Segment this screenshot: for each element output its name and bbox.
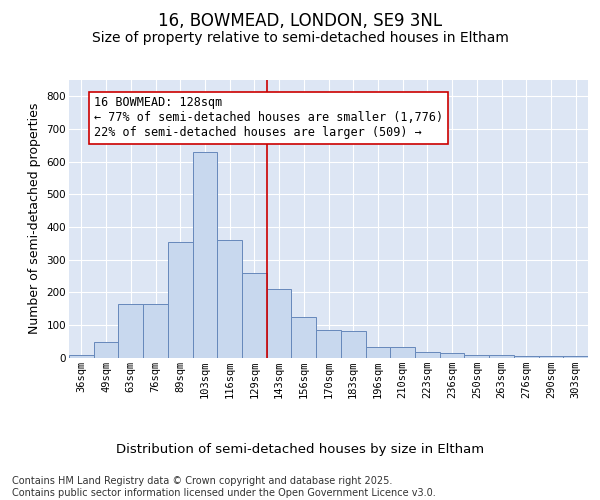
Bar xyxy=(193,152,217,358)
Bar xyxy=(489,355,514,358)
Text: Contains HM Land Registry data © Crown copyright and database right 2025.
Contai: Contains HM Land Registry data © Crown c… xyxy=(12,476,436,498)
Bar xyxy=(217,240,242,358)
Bar xyxy=(563,356,588,358)
Bar xyxy=(94,342,118,357)
Text: 16, BOWMEAD, LONDON, SE9 3NL: 16, BOWMEAD, LONDON, SE9 3NL xyxy=(158,12,442,30)
Text: 16 BOWMEAD: 128sqm
← 77% of semi-detached houses are smaller (1,776)
22% of semi: 16 BOWMEAD: 128sqm ← 77% of semi-detache… xyxy=(94,96,443,140)
Bar xyxy=(341,332,365,357)
Bar xyxy=(415,352,440,358)
Bar xyxy=(168,242,193,358)
Bar xyxy=(390,346,415,358)
Text: Distribution of semi-detached houses by size in Eltham: Distribution of semi-detached houses by … xyxy=(116,442,484,456)
Text: Size of property relative to semi-detached houses in Eltham: Size of property relative to semi-detach… xyxy=(92,31,508,45)
Bar xyxy=(69,355,94,358)
Bar xyxy=(316,330,341,357)
Bar xyxy=(365,346,390,358)
Bar xyxy=(464,354,489,358)
Bar xyxy=(514,356,539,358)
Y-axis label: Number of semi-detached properties: Number of semi-detached properties xyxy=(28,103,41,334)
Bar xyxy=(267,289,292,358)
Bar xyxy=(242,272,267,358)
Bar xyxy=(118,304,143,358)
Bar xyxy=(292,318,316,358)
Bar xyxy=(539,356,563,358)
Bar xyxy=(440,353,464,358)
Bar xyxy=(143,304,168,358)
